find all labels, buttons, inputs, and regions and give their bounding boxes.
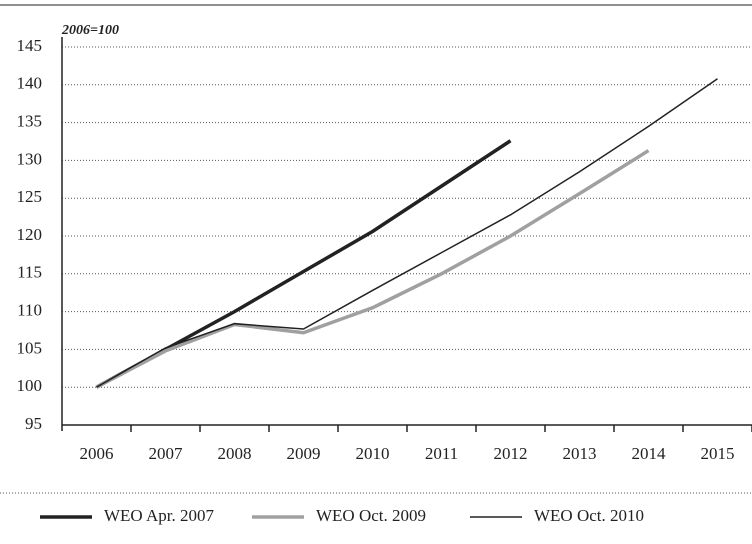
y-tick-label: 95 xyxy=(25,414,42,433)
x-tick-label: 2015 xyxy=(701,444,735,463)
x-tick-label: 2012 xyxy=(494,444,528,463)
y-tick-label: 110 xyxy=(17,301,42,320)
x-tick-label: 2014 xyxy=(632,444,667,463)
series-line xyxy=(95,139,512,389)
y-tick-label: 105 xyxy=(17,338,43,357)
subtitle: 2006=100 xyxy=(61,23,119,38)
x-tick-label: 2010 xyxy=(356,444,390,463)
y-tick-label: 120 xyxy=(17,225,43,244)
legend-label: WEO Oct. 2010 xyxy=(534,506,644,525)
y-tick-label: 140 xyxy=(17,74,43,93)
legend-label: WEO Apr. 2007 xyxy=(104,506,215,525)
legend-label: WEO Oct. 2009 xyxy=(316,506,426,525)
y-tick-label: 145 xyxy=(17,36,43,55)
x-tick-label: 2009 xyxy=(287,444,321,463)
series-line xyxy=(96,78,718,388)
x-tick-label: 2013 xyxy=(563,444,597,463)
series-line xyxy=(95,149,650,389)
x-tick-label: 2006 xyxy=(80,444,114,463)
y-tick-label: 135 xyxy=(17,112,43,131)
x-tick-label: 2007 xyxy=(149,444,184,463)
x-tick-label: 2008 xyxy=(218,444,252,463)
y-tick-label: 130 xyxy=(17,149,43,168)
y-tick-label: 115 xyxy=(17,263,42,282)
y-tick-label: 100 xyxy=(17,376,43,395)
y-tick-label: 125 xyxy=(17,187,43,206)
x-tick-label: 2011 xyxy=(425,444,458,463)
